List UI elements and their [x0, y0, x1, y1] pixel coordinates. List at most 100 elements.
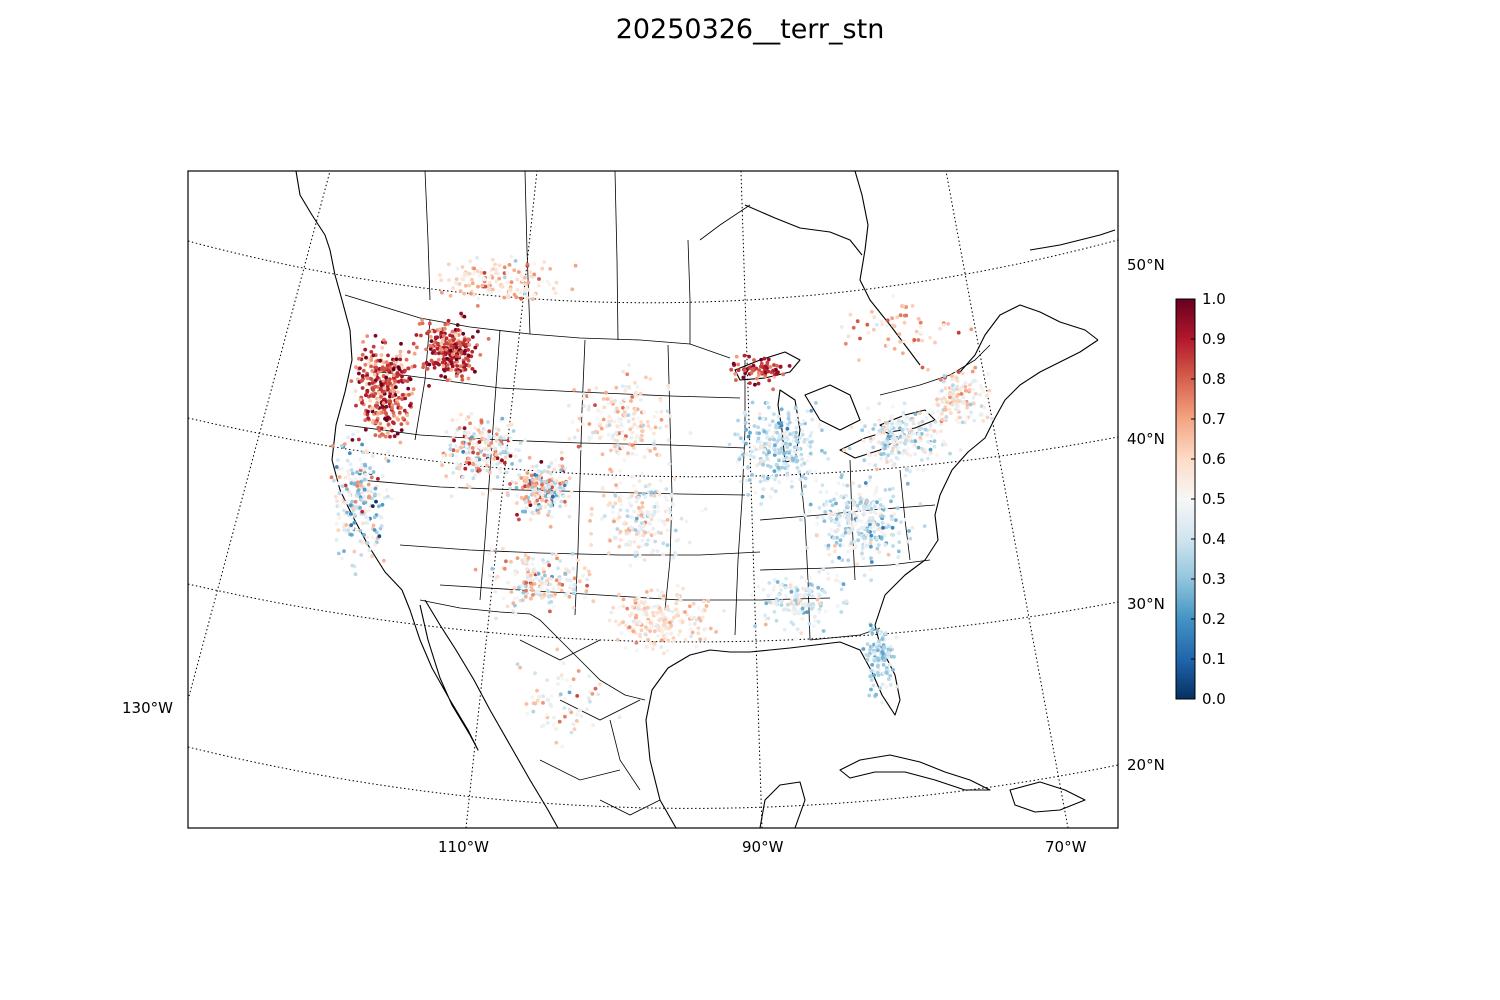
station-dot — [498, 451, 503, 456]
station-dot — [851, 546, 856, 550]
station-dot — [473, 369, 477, 374]
station-dot — [335, 499, 339, 503]
station-dot — [547, 500, 552, 504]
station-dot — [582, 566, 587, 570]
station-dot — [399, 341, 403, 346]
coastline — [1029, 229, 1116, 251]
station-dot — [562, 706, 567, 710]
station-dot — [669, 631, 673, 636]
station-dot — [478, 423, 482, 428]
station-dot — [765, 476, 770, 481]
station-dot — [780, 599, 784, 604]
station-dot — [618, 508, 623, 512]
station-dot — [531, 568, 536, 572]
station-dot — [460, 374, 464, 379]
station-dot — [795, 418, 799, 423]
station-dot — [782, 461, 787, 466]
station-dot — [540, 498, 545, 503]
station-dot — [869, 556, 873, 561]
station-dot — [759, 502, 764, 506]
station-dot — [885, 323, 889, 328]
station-dot — [773, 443, 777, 448]
station-dot — [782, 451, 787, 456]
station-dot — [800, 606, 805, 611]
station-dot — [688, 431, 693, 435]
station-dot — [349, 512, 353, 516]
station-dot — [395, 371, 400, 375]
station-dot — [535, 498, 540, 503]
station-dot — [875, 656, 880, 661]
station-dot — [636, 545, 641, 549]
station-dot — [516, 270, 521, 274]
station-dot — [400, 365, 405, 370]
station-dot — [477, 468, 482, 473]
station-dot — [401, 392, 405, 397]
station-dot — [621, 604, 626, 609]
station-dot — [897, 530, 902, 535]
station-dot — [522, 275, 527, 280]
station-dot — [618, 605, 622, 610]
station-dot — [586, 696, 591, 701]
station-dot — [625, 508, 630, 513]
station-dot — [394, 357, 399, 362]
station-dot — [524, 506, 529, 510]
station-dot — [526, 280, 531, 285]
coastline — [295, 171, 331, 251]
station-dot — [507, 263, 512, 267]
station-dot — [509, 422, 514, 427]
station-dot — [427, 384, 431, 388]
station-dot — [978, 413, 983, 417]
station-dot — [798, 477, 803, 482]
station-dot — [552, 467, 557, 472]
station-dot — [621, 620, 625, 625]
station-dot — [473, 473, 477, 478]
station-dot — [619, 502, 624, 507]
station-dot — [858, 496, 863, 501]
station-dot — [384, 375, 389, 380]
station-dot — [740, 465, 745, 470]
station-dot — [762, 448, 767, 452]
station-dot — [546, 493, 551, 498]
station-dot — [790, 456, 795, 461]
station-dot — [790, 484, 794, 489]
station-dot — [384, 456, 388, 461]
station-dot — [512, 586, 517, 590]
border-line — [699, 204, 751, 241]
station-dot — [891, 446, 895, 451]
station-dot — [391, 367, 396, 372]
station-dot — [481, 467, 486, 471]
station-dot — [438, 273, 442, 278]
station-dot — [773, 489, 778, 494]
station-dot — [824, 499, 829, 504]
station-dot — [775, 580, 780, 584]
station-dot — [560, 480, 565, 485]
station-dot — [677, 633, 681, 637]
station-dot — [358, 457, 363, 462]
station-dot — [629, 515, 634, 519]
station-dot — [545, 678, 549, 683]
station-dot — [505, 270, 510, 275]
station-dot — [876, 440, 881, 444]
station-dot — [764, 601, 769, 606]
station-dot — [525, 572, 530, 577]
station-dot — [880, 682, 885, 687]
station-dot — [746, 434, 751, 439]
station-dot — [485, 468, 490, 473]
station-dot — [517, 517, 521, 522]
station-dot — [777, 451, 782, 456]
station-dot — [795, 458, 800, 463]
station-dot — [567, 690, 572, 695]
station-dot — [823, 510, 828, 514]
station-dot — [502, 265, 507, 270]
station-dot — [741, 375, 746, 380]
station-dot — [581, 573, 585, 578]
lat-label-50: 50°N — [1127, 256, 1165, 274]
station-dot — [559, 468, 563, 472]
station-dot — [390, 394, 395, 399]
station-dot — [815, 521, 820, 526]
station-dot — [346, 472, 351, 477]
station-dot — [420, 318, 424, 322]
station-dot — [616, 511, 621, 516]
station-dot — [381, 389, 386, 394]
station-dot — [869, 678, 874, 682]
